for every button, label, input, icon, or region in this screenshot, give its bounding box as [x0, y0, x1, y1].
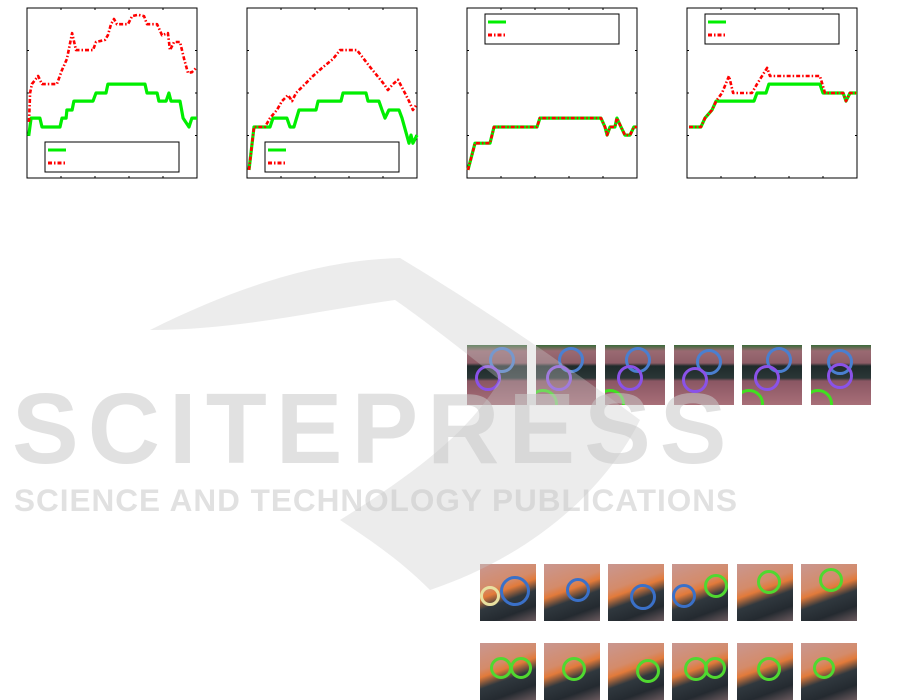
tracking-circle-icon	[766, 347, 792, 373]
line-chart-1	[10, 0, 230, 190]
legend-box	[704, 13, 840, 45]
chart-svg	[686, 7, 858, 179]
chart-svg	[466, 7, 638, 179]
tracking-circle-icon	[475, 365, 501, 391]
video-frame	[674, 345, 734, 405]
tracking-circle-icon	[757, 570, 781, 594]
tracking-circle-icon	[742, 389, 764, 405]
watermark-logo: SCITEPRESS	[12, 373, 736, 485]
watermark-tagline: SCIENCE AND TECHNOLOGY PUBLICATIONS	[14, 482, 738, 518]
video-frame	[608, 564, 664, 621]
tracking-circle-icon	[672, 584, 696, 608]
line-chart-3	[450, 0, 670, 190]
video-frame	[801, 564, 857, 621]
video-frame	[544, 564, 600, 621]
series-line-2	[689, 66, 857, 129]
video-frame	[467, 345, 527, 405]
tracking-circle-icon	[605, 389, 625, 405]
tracking-circle-icon	[617, 365, 643, 391]
line-chart-2	[230, 0, 450, 190]
video-frame	[801, 643, 857, 700]
video-frame	[737, 564, 793, 621]
video-frame	[480, 564, 536, 621]
tracking-circle-icon	[480, 586, 500, 606]
tracking-circle-icon	[704, 574, 728, 598]
video-frame	[742, 345, 802, 405]
chart-svg	[246, 7, 419, 179]
tracking-circle-icon	[704, 657, 726, 679]
chart-svg	[26, 7, 198, 179]
tracking-circle-icon	[757, 657, 781, 681]
video-frame	[480, 643, 536, 700]
series-line-2	[247, 48, 419, 171]
series-line-2	[466, 116, 637, 171]
video-frame	[672, 564, 728, 621]
legend-box	[44, 141, 180, 173]
tracking-circle-icon	[754, 365, 780, 391]
video-frame	[737, 643, 793, 700]
tracking-circle-icon	[813, 657, 835, 679]
video-frame	[536, 345, 596, 405]
video-frame	[811, 345, 871, 405]
tracking-circle-icon	[696, 349, 722, 375]
tracking-circle-icon	[510, 657, 532, 679]
video-frame	[544, 643, 600, 700]
tracking-circle-icon	[536, 389, 558, 405]
series-line-1	[247, 91, 419, 171]
tracking-circle-icon	[819, 568, 843, 592]
series-line-2	[27, 13, 198, 122]
legend-box	[264, 141, 400, 173]
tracking-circle-icon	[682, 367, 708, 393]
tracking-circle-icon	[500, 576, 530, 606]
series-line-1	[27, 82, 197, 137]
tracking-circle-icon	[636, 659, 660, 683]
tracking-circle-icon	[546, 365, 572, 391]
line-chart-4	[670, 0, 890, 190]
tracking-circle-icon	[827, 363, 853, 389]
legend-box	[484, 13, 620, 45]
tracking-circle-icon	[490, 657, 512, 679]
tracking-circle-icon	[811, 389, 833, 405]
tracking-circle-icon	[630, 584, 656, 610]
tracking-circle-icon	[562, 657, 586, 681]
video-frame	[608, 643, 664, 700]
tracking-circle-icon	[489, 347, 515, 373]
tracking-circle-icon	[558, 347, 584, 373]
tracking-circle-icon	[566, 578, 590, 602]
video-frame	[672, 643, 728, 700]
video-frame	[605, 345, 665, 405]
